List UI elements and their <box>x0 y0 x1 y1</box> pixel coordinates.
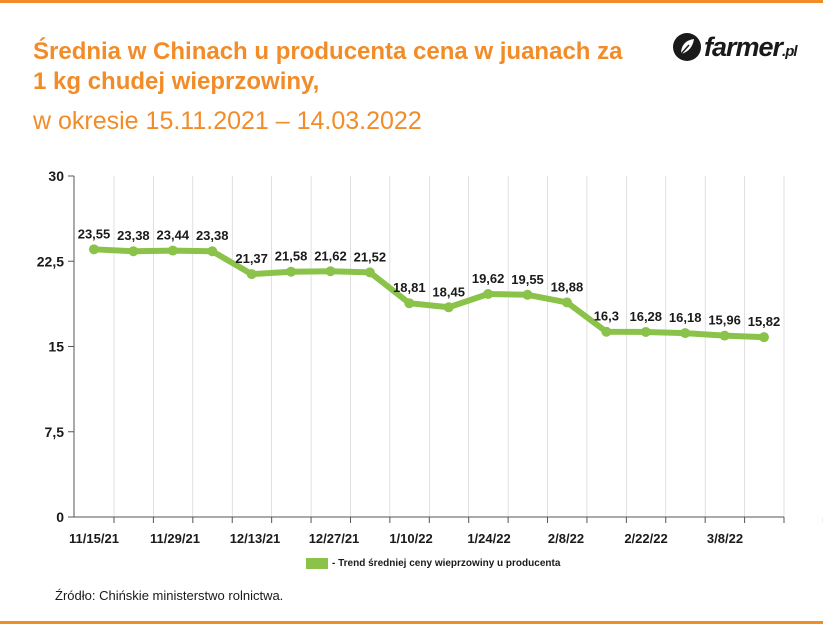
data-point <box>325 266 336 277</box>
y-tick-label: 22,5 <box>37 253 64 269</box>
x-tick-label: 3/8/22 <box>707 531 743 546</box>
y-tick-label: 15 <box>48 339 64 355</box>
chart-subtitle: w okresie 15.11.2021 – 14.03.2022 <box>33 107 422 135</box>
x-tick-label: 12/27/21 <box>309 531 360 546</box>
data-point <box>128 246 139 257</box>
x-tick-label: 1/10/22 <box>389 531 432 546</box>
y-tick-label: 30 <box>48 168 64 184</box>
x-tick-label: 1/24/22 <box>467 531 510 546</box>
x-tick-label: 11/29/21 <box>150 531 200 546</box>
data-label: 21,52 <box>354 249 387 264</box>
data-point <box>246 269 257 280</box>
data-label: 21,62 <box>314 248 347 263</box>
data-point <box>680 328 691 339</box>
farmer-logo: farmer.pl <box>672 30 812 70</box>
data-label: 23,44 <box>157 228 190 243</box>
x-tick-label: 2/8/22 <box>548 531 584 546</box>
data-label: 15,82 <box>748 314 781 329</box>
data-point <box>561 297 572 308</box>
data-point <box>522 289 533 300</box>
logo-text: farmer <box>704 32 783 62</box>
x-tick-label: 12/13/21 <box>230 531 281 546</box>
chart-legend: - Trend średniej ceny wieprzowiny u prod… <box>306 556 560 570</box>
data-label: 23,38 <box>117 228 150 243</box>
data-point <box>364 267 375 278</box>
data-label: 18,88 <box>551 279 584 294</box>
data-point <box>167 245 178 256</box>
data-label: 18,45 <box>432 284 465 299</box>
data-label: 15,96 <box>708 313 741 328</box>
bottom-accent-bar <box>0 621 823 624</box>
data-label: 16,18 <box>669 310 702 325</box>
data-point <box>443 302 454 313</box>
data-point <box>404 298 415 309</box>
source-note: Źródło: Chińskie ministerstwo rolnictwa. <box>55 588 284 603</box>
logo-suffix: .pl <box>782 43 797 60</box>
data-point <box>286 266 297 277</box>
line-chart: 0 7,5 15 22,5 30 11/15/21 11/29/21 12/13/21 12/2… <box>37 168 823 546</box>
y-tick-label: 0 <box>56 509 64 525</box>
data-point <box>483 288 494 299</box>
data-point <box>719 330 730 341</box>
top-accent-bar <box>0 0 823 3</box>
data-label: 21,37 <box>235 251 268 266</box>
x-tick-label: 11/15/21 <box>69 531 119 546</box>
data-label: 16,3 <box>594 309 619 324</box>
data-point <box>640 326 651 337</box>
series-line <box>91 246 767 341</box>
data-label: 23,55 <box>78 226 111 241</box>
leaf-icon <box>673 33 701 61</box>
data-point <box>601 326 612 337</box>
data-label: 18,81 <box>393 280 426 295</box>
data-label: 23,38 <box>196 228 229 243</box>
data-label: 19,62 <box>472 271 505 286</box>
y-tick-label: 7,5 <box>45 424 65 440</box>
chart-title: Średnia w Chinach u producenta cena w ju… <box>33 38 623 95</box>
data-point <box>89 244 99 255</box>
data-label: 21,58 <box>275 249 308 264</box>
data-label: 19,55 <box>511 272 544 287</box>
logo-wordmark: farmer.pl <box>704 32 798 63</box>
data-point <box>207 246 218 257</box>
legend-swatch <box>306 557 328 569</box>
data-label: 16,28 <box>629 309 662 324</box>
legend-label: - Trend średniej ceny wieprzowiny u prod… <box>332 557 561 569</box>
x-tick-label: 2/22/22 <box>624 531 667 546</box>
data-point <box>759 332 769 343</box>
